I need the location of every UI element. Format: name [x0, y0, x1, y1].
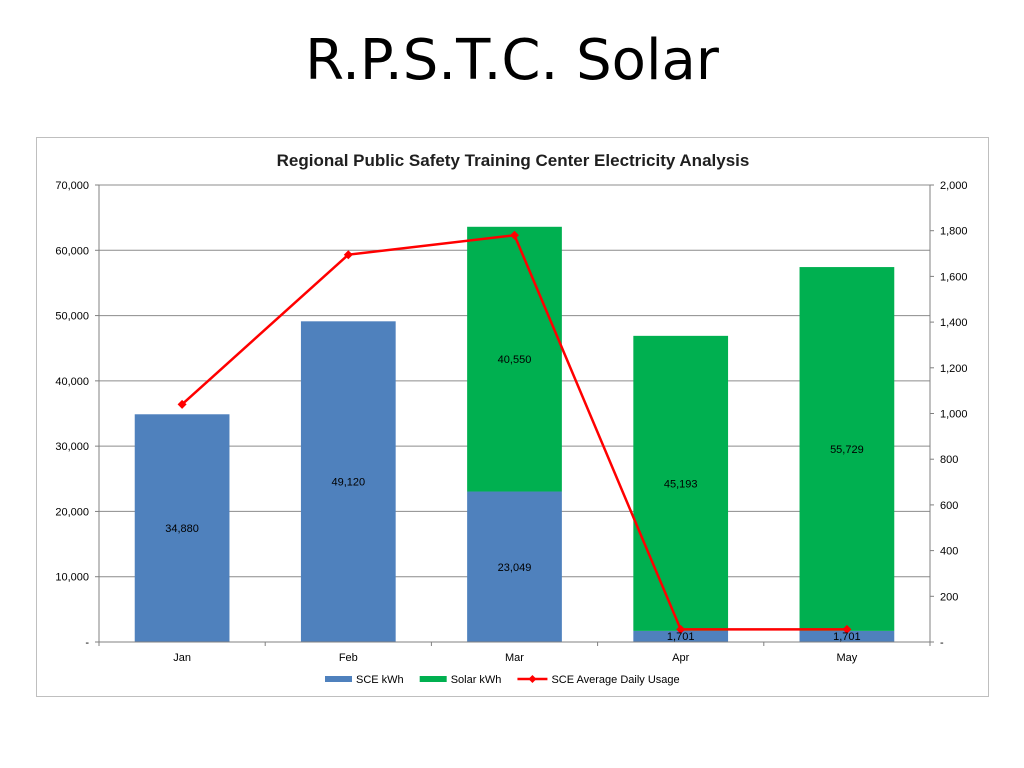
bar-sce-kwh: [300, 321, 396, 642]
line-series: [177, 230, 852, 634]
x-tick-label: Jan: [173, 652, 191, 664]
line-point: [676, 624, 686, 634]
line-point: [343, 250, 353, 260]
axes: - 10,000 20,000 30,000 40,000 50,000 60,000 70,…: [55, 180, 967, 664]
x-tick-label: Mar: [505, 652, 524, 664]
bar-sce-kwh: [633, 630, 729, 642]
slide-title: R.P.S.T.C. Solar: [305, 28, 719, 93]
data-label: 45,193: [664, 478, 698, 490]
legend-label: Solar kWh: [451, 674, 502, 686]
bar-solar-kwh: [799, 267, 895, 631]
chart-container: Regional Public Safety Training Center E…: [36, 137, 989, 697]
line-point: [510, 230, 519, 240]
line-point: [842, 624, 852, 634]
data-label: 34,880: [165, 523, 199, 535]
bar-sce-kwh: [467, 491, 562, 642]
x-tick-label: Feb: [339, 652, 358, 664]
y2-tick-label: 1,600: [940, 271, 968, 283]
bar-sce-kwh: [799, 630, 895, 642]
y2-tick-label: 1,800: [940, 226, 968, 238]
chart-title: Regional Public Safety Training Center E…: [277, 151, 750, 170]
data-labels: 34,880 49,120 23,049 1,701 1,701 40,550 45,193…: [165, 354, 863, 643]
y2-tick-label: 800: [940, 454, 958, 466]
y2-tick-label: 1,000: [940, 409, 968, 421]
y-tick-label: 30,000: [55, 441, 89, 453]
legend-label: SCE kWh: [356, 674, 404, 686]
y2-tick-label: -: [940, 637, 944, 649]
y-tick-label: 40,000: [55, 376, 89, 388]
bar-solar-kwh: [633, 335, 729, 631]
bar-sce-kwh: [134, 414, 230, 642]
y2-tick-label: 200: [940, 591, 958, 603]
data-label: 40,550: [498, 354, 532, 366]
data-label: 1,701: [833, 631, 861, 643]
y-tick-label: -: [85, 637, 89, 649]
bar-solar-kwh: [467, 226, 562, 492]
data-label: 23,049: [498, 562, 532, 574]
legend: SCE kWh Solar kWh SCE Average Daily Usage: [325, 674, 680, 686]
y2-tick-label: 1,200: [940, 363, 968, 375]
line-point: [177, 399, 187, 409]
chart-svg: Regional Public Safety Training Center E…: [55, 151, 967, 686]
legend-swatch: [325, 676, 352, 682]
y-tick-label: 60,000: [55, 245, 89, 257]
data-label: 49,120: [331, 477, 365, 489]
legend-marker: [528, 675, 537, 683]
y-tick-label: 10,000: [55, 572, 89, 584]
legend-label: SCE Average Daily Usage: [551, 674, 679, 686]
y-tick-label: 50,000: [55, 311, 89, 323]
bar-series: [134, 226, 895, 642]
y2-tick-label: 400: [940, 546, 958, 558]
legend-swatch: [419, 676, 447, 682]
y2-tick-label: 1,400: [940, 317, 968, 329]
y-tick-label: 20,000: [55, 506, 89, 518]
data-label: 1,701: [667, 631, 695, 643]
x-tick-label: Apr: [672, 652, 689, 664]
data-label: 55,729: [830, 444, 864, 456]
x-tick-label: May: [837, 652, 858, 664]
y2-tick-label: 600: [940, 500, 958, 512]
y-tick-label: 70,000: [55, 180, 89, 192]
y2-tick-label: 2,000: [940, 180, 968, 192]
